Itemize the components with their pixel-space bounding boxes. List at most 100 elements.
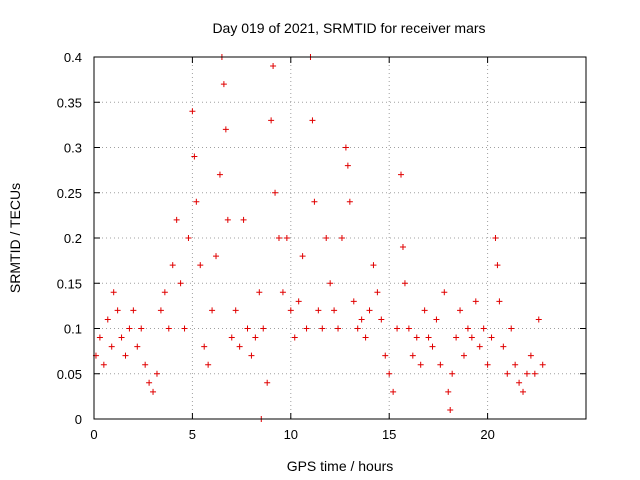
data-point xyxy=(279,289,286,296)
data-point xyxy=(358,316,365,323)
data-point xyxy=(189,108,196,115)
data-point xyxy=(228,334,235,341)
data-point xyxy=(295,298,302,305)
x-axis-label: GPS time / hours xyxy=(287,458,394,474)
data-point xyxy=(114,307,121,314)
data-point xyxy=(464,325,471,332)
data-point xyxy=(523,370,530,377)
data-point xyxy=(138,325,145,332)
data-point xyxy=(354,325,361,332)
x-tick-label: 10 xyxy=(284,427,298,442)
y-axis-label: SRMTID / TECUs xyxy=(7,183,23,293)
data-point xyxy=(338,235,345,241)
data-point xyxy=(205,361,212,368)
data-point xyxy=(508,325,515,332)
data-point xyxy=(394,325,401,332)
data-point xyxy=(248,352,255,359)
data-point xyxy=(480,325,487,332)
grid-lines xyxy=(94,57,586,419)
data-point xyxy=(327,280,334,287)
data-point xyxy=(516,379,523,386)
data-point xyxy=(378,316,385,323)
data-point xyxy=(169,262,176,269)
data-point xyxy=(398,171,405,178)
data-point xyxy=(362,334,369,341)
data-point xyxy=(433,316,440,323)
data-point xyxy=(270,63,277,70)
data-point xyxy=(213,253,220,260)
data-point xyxy=(177,280,184,287)
data-point xyxy=(409,352,416,359)
y-tick-label: 0.15 xyxy=(57,276,82,291)
data-point xyxy=(283,235,290,241)
data-point xyxy=(512,361,519,368)
data-point xyxy=(504,370,511,377)
data-point xyxy=(309,117,316,124)
data-point xyxy=(496,298,503,305)
data-point xyxy=(224,216,231,223)
data-point xyxy=(264,379,271,386)
data-point xyxy=(494,262,501,269)
data-point xyxy=(346,198,353,205)
y-tick-label: 0.2 xyxy=(64,231,82,246)
data-points xyxy=(92,54,546,422)
data-point xyxy=(220,81,227,88)
data-point xyxy=(382,352,389,359)
y-tick-label: 0 xyxy=(75,412,82,427)
x-tick-label: 20 xyxy=(480,427,494,442)
data-point xyxy=(161,289,168,296)
plot-frame xyxy=(93,56,587,420)
data-point xyxy=(201,343,208,350)
data-point xyxy=(331,307,338,314)
data-point xyxy=(492,235,499,241)
data-point xyxy=(344,162,351,169)
data-point xyxy=(437,361,444,368)
y-tick-label: 0.05 xyxy=(57,367,82,382)
data-point xyxy=(146,379,153,386)
y-tick-label: 0.35 xyxy=(57,95,82,110)
data-point xyxy=(104,316,111,323)
data-point xyxy=(447,406,454,413)
data-point xyxy=(96,334,103,341)
data-point xyxy=(520,388,527,395)
y-tick-label: 0.25 xyxy=(57,186,82,201)
data-point xyxy=(150,388,157,395)
data-point xyxy=(457,307,464,314)
data-point xyxy=(315,307,322,314)
data-point xyxy=(216,171,223,178)
data-point xyxy=(197,262,204,269)
data-point xyxy=(405,325,412,332)
data-point xyxy=(531,370,538,377)
data-point xyxy=(445,388,452,395)
data-point xyxy=(390,388,397,395)
data-point xyxy=(126,325,133,332)
data-point xyxy=(299,253,306,260)
data-point xyxy=(539,361,546,368)
data-point xyxy=(488,334,495,341)
data-point xyxy=(472,298,479,305)
data-point xyxy=(252,334,259,341)
data-point xyxy=(236,343,243,350)
data-point xyxy=(244,325,251,332)
data-point xyxy=(157,307,164,314)
data-point xyxy=(386,370,393,377)
data-point xyxy=(413,334,420,341)
data-point xyxy=(173,216,180,223)
data-point xyxy=(350,298,357,305)
data-point xyxy=(399,244,406,251)
data-point xyxy=(193,198,200,205)
data-point xyxy=(535,316,542,323)
data-point xyxy=(429,343,436,350)
data-point xyxy=(232,307,239,314)
data-point xyxy=(484,361,491,368)
data-point xyxy=(460,352,467,359)
data-point xyxy=(374,289,381,296)
data-point xyxy=(165,325,172,332)
data-point xyxy=(425,334,432,341)
data-point xyxy=(370,262,377,269)
data-point xyxy=(260,325,267,332)
data-point xyxy=(275,235,282,241)
data-point xyxy=(142,361,149,368)
data-point xyxy=(100,361,107,368)
